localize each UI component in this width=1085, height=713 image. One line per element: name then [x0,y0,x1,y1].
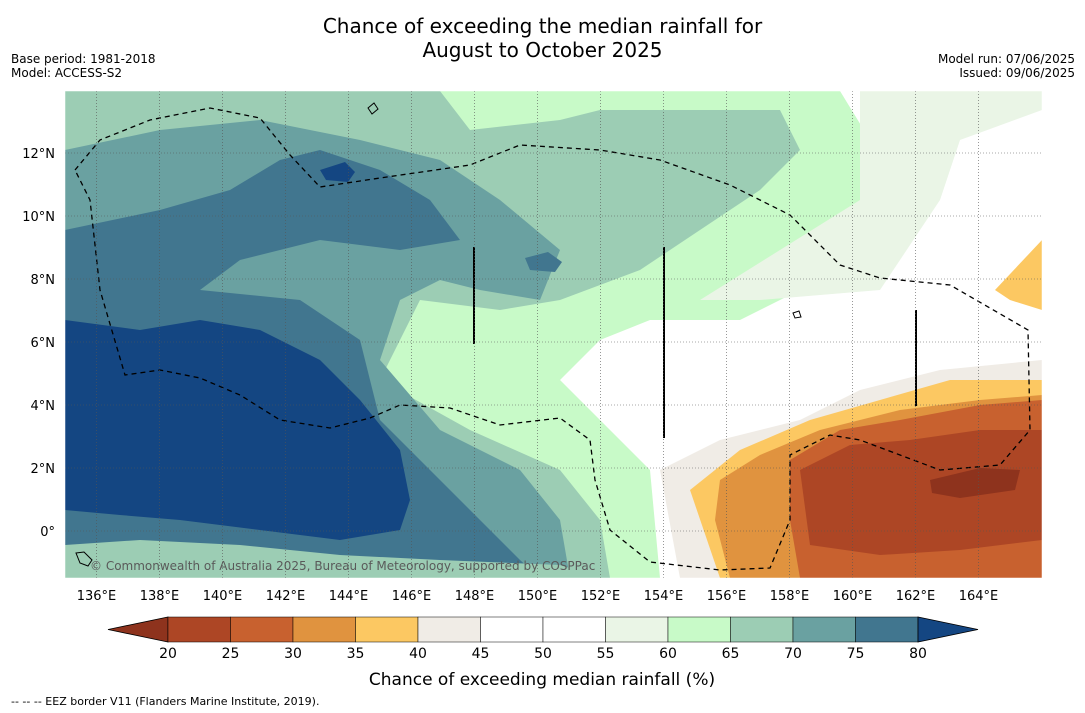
colorbar-tick-label: 55 [597,646,615,662]
colorbar-over-arrow [917,616,979,643]
longitude-label: 158°E [770,589,810,604]
latitude-label: 12°N [22,147,55,162]
colorbar-tick-label: 25 [222,646,240,662]
eez-legend: -- -- -- EEZ border V11 (Flanders Marine… [11,695,320,708]
colorbar: 20 25 30 35 40 45 50 55 60 65 70 75 80 [107,616,979,662]
colorbar-segment [292,616,356,643]
colorbar-tick-label: 60 [659,646,677,662]
colorbar-tick-label: 40 [409,646,427,662]
colorbar-segment [480,616,544,643]
run-info: Model run: 07/06/2025 Issued: 09/06/2025 [938,52,1075,80]
longitude-label: 156°E [707,589,747,604]
latitude-labels: 12°N 10°N 8°N 6°N 4°N 2°N 0° [22,147,55,540]
longitude-label: 144°E [329,589,369,604]
colorbar-segment [730,616,794,643]
longitude-label: 138°E [140,589,180,604]
longitude-label: 146°E [392,589,432,604]
model-name: Model: ACCESS-S2 [11,66,123,80]
colorbar-tick-label: 70 [784,646,802,662]
longitude-label: 142°E [266,589,306,604]
island-shape [75,102,802,567]
colorbar-tick-label: 50 [534,646,552,662]
colorbar-tick-label: 35 [347,646,365,662]
longitude-label: 160°E [833,589,873,604]
colorbar-title: Chance of exceeding median rainfall (%) [369,670,715,690]
copyright-credit: © Commonwealth of Australia 2025, Bureau… [90,559,595,573]
longitude-label: 136°E [77,589,117,604]
longitude-label: 152°E [581,589,621,604]
colorbar-tick-label: 45 [472,646,490,662]
longitude-label: 148°E [455,589,495,604]
region-35-40-east [995,240,1042,310]
longitude-label: 162°E [896,589,936,604]
probability-field: © Commonwealth of Australia 2025, Bureau… [65,91,1042,578]
colorbar-segment [667,616,731,643]
longitude-label: 164°E [959,589,999,604]
latitude-label: 10°N [22,210,55,225]
colorbar-segment [855,616,919,643]
base-info: Base period: 1981-2018 Model: ACCESS-S2 [11,52,156,80]
colorbar-tick-label: 65 [722,646,740,662]
region-20-25 [800,430,1042,555]
latitude-label: 6°N [31,336,56,351]
latitude-label: 8°N [31,273,56,288]
longitude-label: 154°E [644,589,684,604]
colorbar-tick-label: 75 [847,646,865,662]
colorbar-segment [792,616,856,643]
title-line-1: Chance of exceeding the median rainfall … [322,14,763,38]
region-55-60 [700,91,1042,300]
colorbar-tick-label: 80 [909,646,927,662]
graticule [65,91,1042,578]
region-under-20 [930,468,1020,498]
longitude-labels: 136°E 138°E 140°E 142°E 144°E 146°E 148°E 150°E… [77,589,999,604]
colorbar-segment [417,616,481,643]
latitude-label: 2°N [31,462,56,477]
latitude-label: 0° [40,525,55,540]
colorbar-segment [167,616,231,643]
longitude-label: 140°E [203,589,243,604]
title-line-2: August to October 2025 [422,38,663,62]
colorbar-segment [605,616,669,643]
base-period: Base period: 1981-2018 [11,52,156,66]
region-over-80 [65,320,410,540]
latitude-label: 4°N [31,399,56,414]
colorbar-segment [542,616,606,643]
region-over-80-north [320,162,355,182]
longitude-label: 150°E [518,589,558,604]
region-below-wet [65,540,600,578]
colorbar-under-arrow [107,616,169,643]
colorbar-tick-label: 20 [159,646,177,662]
colorbar-tick-label: 30 [284,646,302,662]
colorbar-segment [230,616,294,643]
region-75-80-east [525,252,562,272]
issued-date: Issued: 09/06/2025 [959,66,1075,80]
map-title: Chance of exceeding the median rainfall … [0,14,1085,62]
model-run: Model run: 07/06/2025 [937,52,1075,66]
colorbar-segment [355,616,419,643]
map-frame [64,90,1043,579]
